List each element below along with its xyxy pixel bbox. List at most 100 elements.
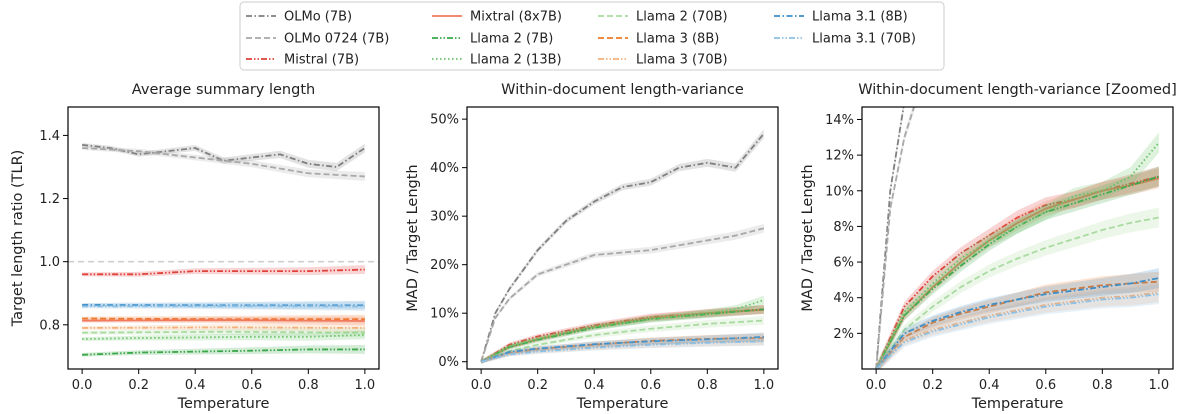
x-tick-label: 1.0: [1149, 378, 1170, 393]
plot-area: [82, 142, 366, 357]
band-olmo-7b: [481, 129, 764, 364]
x-axis-label: Temperature: [971, 396, 1064, 412]
band-llama-2-13b: [82, 330, 365, 341]
axes-frame: [466, 106, 779, 370]
band-olmo-0724-7b: [481, 223, 764, 364]
y-axis-label: MAD / Target Length: [405, 164, 421, 311]
x-tick-label: 0.2: [527, 378, 548, 393]
chart-title: Within-document length-variance: [501, 82, 744, 98]
series-line-llama-2-70b: [82, 330, 365, 334]
legend-label-llama-3-70b: Llama 3 (70B): [636, 53, 728, 68]
band-llama-2-70b: [481, 316, 764, 364]
series-line-llama-2-13b: [82, 334, 365, 340]
x-tick-label: 0.6: [640, 378, 661, 393]
band-llama-2-70b: [82, 328, 365, 338]
band-llama-3-70b: [82, 323, 365, 333]
y-tick-label: 30%: [430, 210, 459, 225]
band-llama-2-13b: [876, 132, 1159, 369]
band-mistral-7b: [82, 265, 365, 277]
series-line-olmo-7b: [875, 107, 905, 369]
series-line-llama-2-13b: [480, 299, 765, 363]
x-tick-label: 0.8: [1092, 378, 1113, 393]
y-tick-label: 12%: [825, 149, 854, 164]
x-tick-label: 0.0: [471, 378, 492, 393]
chart-panel-1: Average summary length 0.8 1.0 1.2 1.4 0.0 0.2…: [10, 82, 380, 412]
plot-area: [875, 107, 1160, 369]
legend: OLMo (7B) OLMo 0724 (7B) Mistral (7B) Mixtr…: [239, 1, 945, 71]
y-tick-label: 6%: [833, 256, 854, 271]
x-tick-label: 0.4: [185, 378, 206, 393]
band-llama-2-7b: [876, 166, 1159, 369]
y-tick-label: 14%: [825, 113, 854, 128]
series-line-llama-2-7b: [82, 348, 365, 356]
y-tick-label: 10%: [430, 307, 459, 322]
x-tick-label: 0.0: [72, 378, 93, 393]
series-line-llama-3-1-8b: [875, 277, 1160, 369]
series-line-llama-3-1-70b: [480, 340, 764, 363]
panels: Average summary length 0.8 1.0 1.2 1.4 0.0 0.2…: [10, 82, 1177, 412]
band-llama-2-7b: [481, 304, 764, 364]
y-axis-label: MAD / Target Length: [800, 164, 816, 311]
x-tick-label: 1.0: [754, 378, 775, 393]
band-olmo-0724-7b: [82, 146, 365, 181]
x-tick-label: 0.8: [697, 378, 718, 393]
y-tick-label: 40%: [430, 161, 459, 176]
series-line-olmo-7b: [82, 143, 366, 168]
x-tick-label: 0.8: [298, 378, 319, 393]
chart-title: Average summary length: [132, 82, 315, 98]
x-tick-label: 0.2: [128, 378, 149, 393]
x-tick-label: 0.0: [866, 378, 887, 393]
x-tick-label: 0.6: [1035, 378, 1056, 393]
x-tick-label: 0.4: [979, 378, 1000, 393]
series-line-llama-2-7b: [875, 175, 1160, 369]
y-tick-label: 1.0: [39, 255, 60, 270]
band-llama-3-1-8b: [876, 268, 1159, 369]
series-line-llama-2-7b: [480, 308, 764, 363]
legend-label-llama-3-1-70b: Llama 3.1 (70B): [812, 32, 916, 47]
series-line-llama-3-70b: [82, 326, 365, 329]
legend-label-olmo-7b: OLMo (7B): [284, 10, 352, 25]
series-line-mistral-7b: [82, 268, 365, 276]
legend-label-mixtral-8x7b: Mixtral (8x7B): [470, 10, 562, 25]
series-line-llama-3-8b: [82, 317, 365, 321]
y-tick-label: 1.2: [39, 192, 60, 207]
x-tick-label: 1.0: [355, 378, 376, 393]
plot-area: [480, 129, 765, 364]
y-tick-label: 4%: [833, 291, 854, 306]
legend-label-llama-2-13b: Llama 2 (13B): [470, 53, 562, 68]
legend-label-llama-2-70b: Llama 2 (70B): [636, 10, 728, 25]
legend-label-llama-3-1-8b: Llama 3.1 (8B): [812, 10, 908, 25]
series-line-olmo-7b: [480, 133, 765, 362]
band-llama-3-1-70b: [82, 302, 365, 311]
legend-label-llama-3-8b: Llama 3 (8B): [636, 32, 719, 47]
band-olmo-7b: [82, 142, 365, 172]
series-line-llama-2-70b: [875, 216, 1160, 369]
legend-label-olmo-0724-7b: OLMo 0724 (7B): [284, 32, 389, 47]
y-tick-label: 2%: [833, 327, 854, 342]
y-tick-label: 10%: [825, 184, 854, 199]
chart-panel-3: Within-document length-variance [Zoomed]…: [800, 82, 1177, 412]
x-tick-label: 0.2: [922, 378, 943, 393]
series-line-olmo-0724-7b: [82, 147, 365, 178]
series-line-mixtral-8x7b: [82, 319, 365, 322]
band-mixtral-8x7b: [82, 316, 365, 326]
y-tick-label: 20%: [430, 258, 459, 273]
band-llama-2-13b: [481, 295, 764, 364]
legend-label-mistral-7b: Mistral (7B): [284, 53, 359, 68]
y-tick-label: 1.4: [39, 129, 60, 144]
y-tick-label: 8%: [833, 220, 854, 235]
series-line-llama-2-70b: [480, 319, 764, 363]
y-tick-label: 0%: [438, 355, 459, 370]
chart-title: Within-document length-variance [Zoomed]: [858, 82, 1176, 98]
legend-frame: [239, 1, 945, 71]
x-axis-label: Temperature: [576, 396, 669, 412]
y-tick-label: 50%: [430, 113, 459, 128]
band-mixtral-8x7b: [876, 168, 1159, 369]
y-axis-label: Target length ratio (TLR): [10, 150, 26, 328]
band-llama-2-7b: [82, 345, 365, 357]
chart-panel-2: Within-document length-variance 0% 10% 20% 3…: [405, 82, 779, 412]
series-line-llama-3-1-8b: [480, 336, 764, 363]
band-llama-3-8b: [481, 333, 764, 364]
x-tick-label: 0.4: [584, 378, 605, 393]
